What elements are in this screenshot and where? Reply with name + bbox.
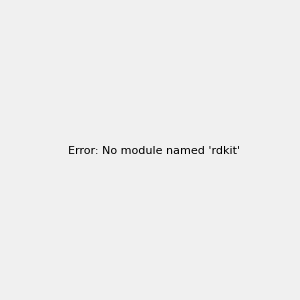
Text: Error: No module named 'rdkit': Error: No module named 'rdkit' <box>68 146 240 157</box>
